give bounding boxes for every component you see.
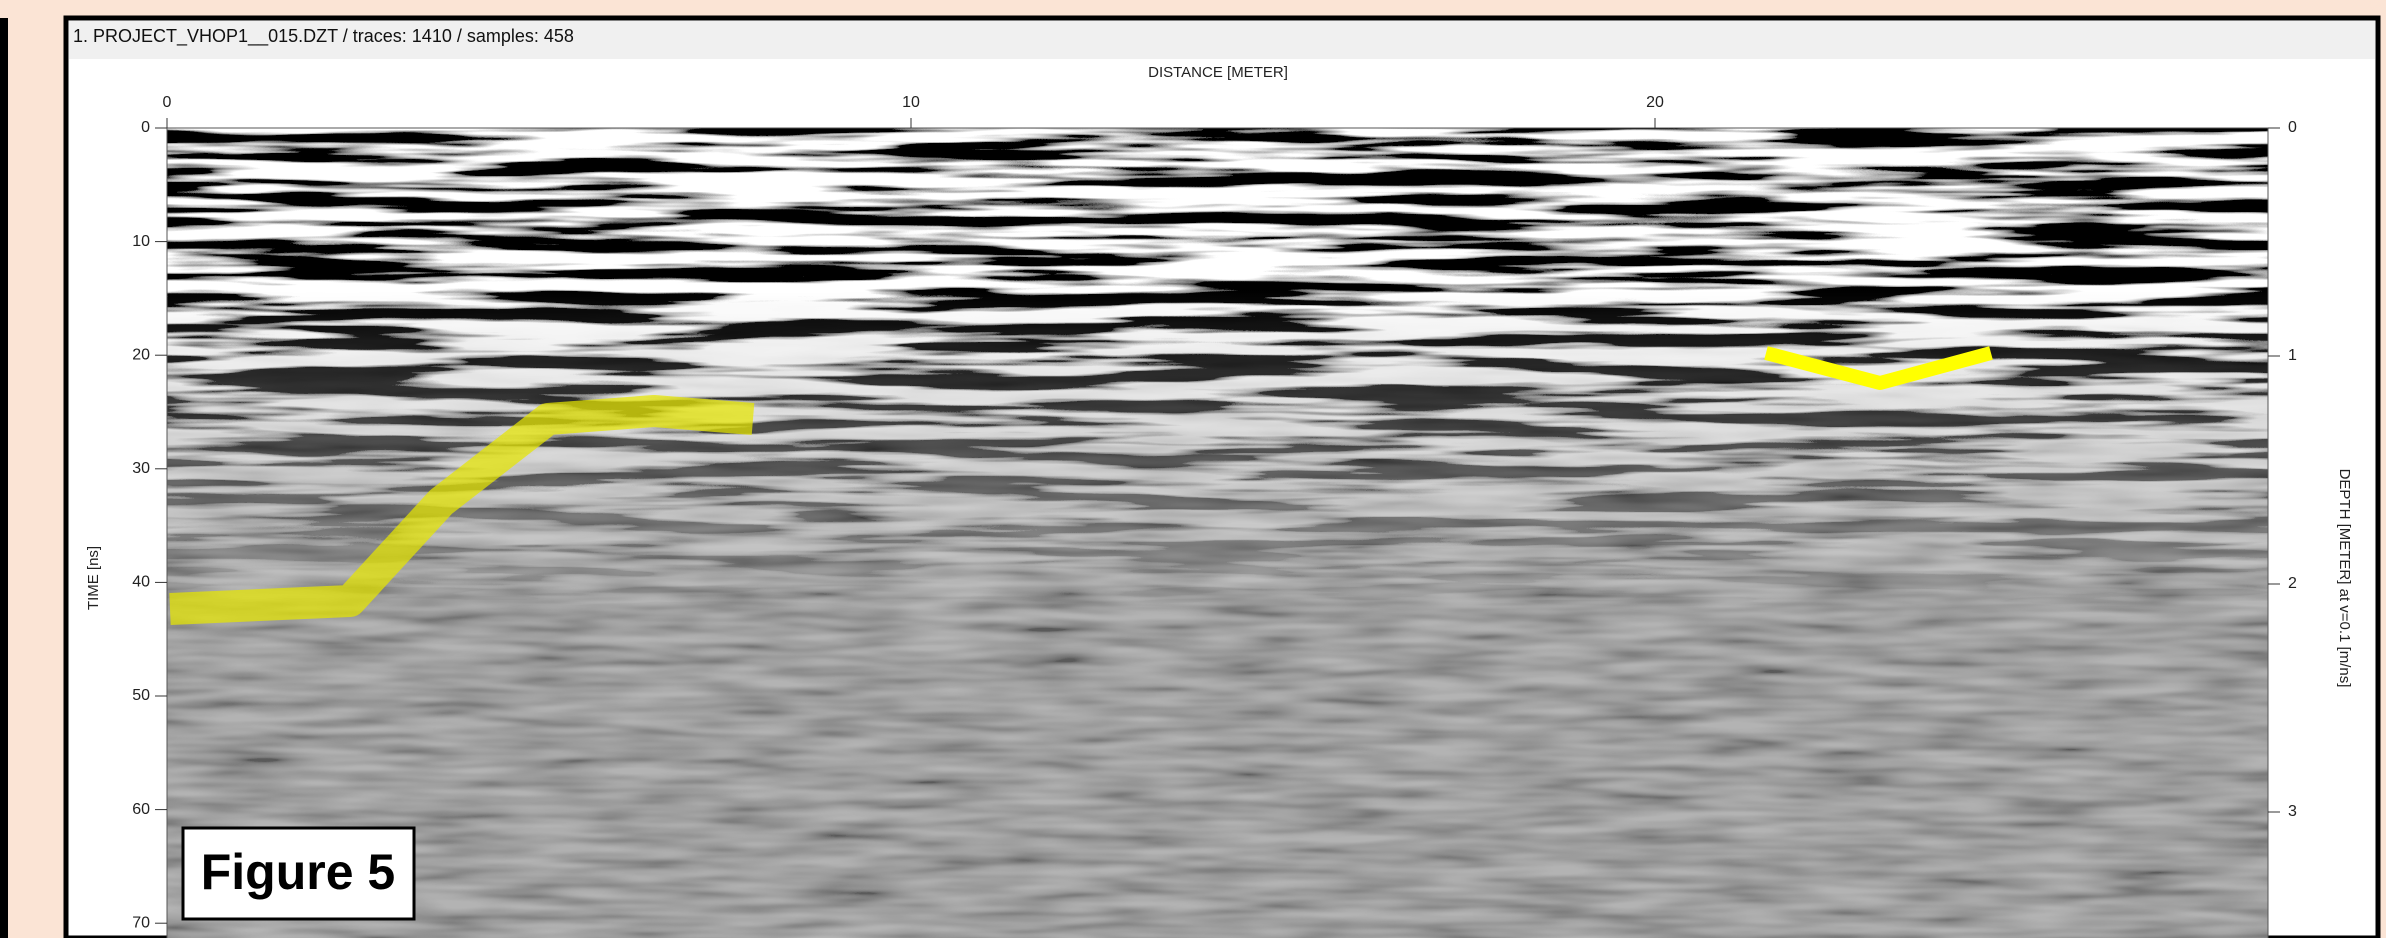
- y-tick-label: 60: [132, 801, 150, 818]
- y2-tick-label: 1: [2288, 347, 2297, 364]
- left-axis-title: TIME [ns]: [85, 546, 102, 610]
- figure-label: Figure 5: [201, 844, 395, 900]
- y-tick-label: 10: [132, 233, 150, 250]
- x-tick-label: 20: [1646, 94, 1664, 111]
- y2-tick-label: 2: [2288, 575, 2297, 592]
- y-tick-label: 40: [132, 574, 150, 591]
- figure-label-box: [181, 826, 416, 921]
- left-border: [0, 18, 8, 938]
- y-tick-label: 70: [132, 914, 150, 931]
- y-tick-label: 30: [132, 460, 150, 477]
- y-tick-label: 20: [132, 346, 150, 363]
- right-axis-title: DEPTH [METER] at v=0.1 [m/ns]: [2336, 469, 2353, 688]
- window-title: 1. PROJECT_VHOP1__015.DZT / traces: 1410…: [73, 26, 574, 47]
- y-tick-label: 0: [141, 119, 150, 136]
- radargram: [167, 128, 2268, 938]
- x-axis-title: DISTANCE [METER]: [1148, 64, 1288, 81]
- y2-tick-label: 0: [2288, 119, 2297, 136]
- highlight: [169, 395, 755, 625]
- y-tick-label: 50: [132, 687, 150, 704]
- highlight: [1764, 346, 1993, 390]
- y2-tick-label: 3: [2288, 803, 2297, 820]
- x-tick-label: 0: [163, 94, 172, 111]
- x-tick-label: 10: [902, 94, 920, 111]
- plot-border: [166, 127, 2269, 938]
- title-bar: [69, 21, 2375, 59]
